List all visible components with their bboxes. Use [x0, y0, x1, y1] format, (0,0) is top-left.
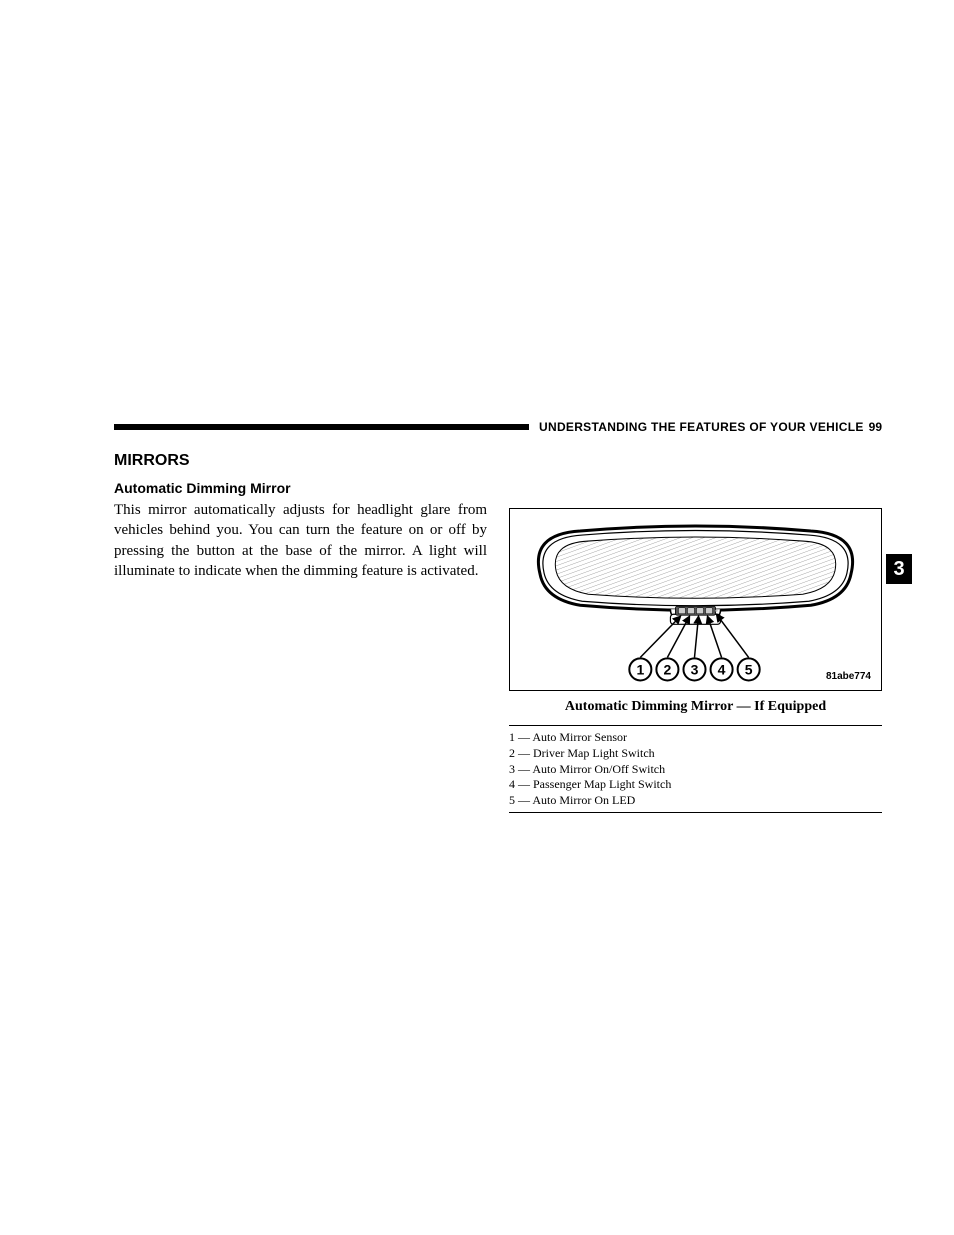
callout-1: 1: [629, 658, 651, 680]
legend-item: 2 — Driver Map Light Switch: [509, 746, 882, 762]
legend-item: 5 — Auto Mirror On LED: [509, 793, 882, 809]
legend-item: 1 — Auto Mirror Sensor: [509, 730, 882, 746]
left-column: MIRRORS Automatic Dimming Mirror This mi…: [114, 448, 487, 813]
callout-4: 4: [711, 658, 733, 680]
content-area: UNDERSTANDING THE FEATURES OF YOUR VEHIC…: [114, 420, 882, 813]
section-tab: 3: [886, 554, 912, 584]
svg-text:3: 3: [691, 661, 699, 677]
section-title: MIRRORS: [114, 452, 487, 470]
sub-title: Automatic Dimming Mirror: [114, 480, 487, 496]
svg-text:4: 4: [718, 661, 726, 677]
callout-3: 3: [683, 658, 705, 680]
figure-id: 81abe774: [826, 671, 871, 682]
legend-box: 1 — Auto Mirror Sensor 2 — Driver Map Li…: [509, 725, 882, 813]
two-column-layout: MIRRORS Automatic Dimming Mirror This mi…: [114, 448, 882, 813]
header-text: UNDERSTANDING THE FEATURES OF YOUR VEHIC…: [539, 420, 864, 434]
page-number: 99: [869, 420, 882, 434]
svg-text:1: 1: [636, 661, 644, 677]
page-header: UNDERSTANDING THE FEATURES OF YOUR VEHIC…: [114, 420, 882, 434]
callout-5: 5: [738, 658, 760, 680]
header-bar: [114, 424, 529, 430]
callout-2: 2: [656, 658, 678, 680]
svg-text:5: 5: [745, 661, 753, 677]
page: UNDERSTANDING THE FEATURES OF YOUR VEHIC…: [0, 0, 954, 1235]
legend-item: 3 — Auto Mirror On/Off Switch: [509, 762, 882, 778]
mirror-diagram: 1 2 3 4: [520, 519, 871, 684]
right-column: 1 2 3 4: [509, 448, 882, 813]
body-paragraph: This mirror automatically adjusts for he…: [114, 500, 487, 581]
figure-box: 1 2 3 4: [509, 508, 882, 691]
legend-item: 4 — Passenger Map Light Switch: [509, 777, 882, 793]
figure-caption: Automatic Dimming Mirror — If Equipped: [509, 699, 882, 715]
svg-text:2: 2: [664, 661, 672, 677]
section-tab-number: 3: [893, 558, 904, 581]
